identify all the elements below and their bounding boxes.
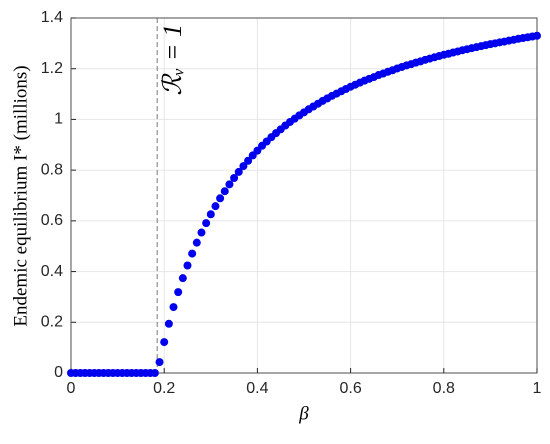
- y-tick-label: 1: [54, 111, 63, 128]
- point: [234, 167, 243, 176]
- x-tick-label: 1: [533, 380, 542, 397]
- point: [202, 219, 211, 228]
- point: [239, 162, 248, 171]
- x-tick-label: 0.4: [246, 380, 268, 397]
- y-tick-label: 0.2: [41, 314, 63, 331]
- y-tick-label: 0: [54, 364, 63, 381]
- x-tick-label: 0: [67, 380, 76, 397]
- point: [160, 338, 169, 347]
- x-tick-label: 0.2: [153, 380, 175, 397]
- point: [188, 249, 197, 258]
- x-axis-label: β: [298, 403, 309, 424]
- point: [178, 274, 187, 283]
- point: [150, 369, 159, 377]
- y-axis-label: Endemic equilibrium I* (millions): [10, 65, 31, 326]
- point: [192, 238, 201, 247]
- point: [533, 31, 541, 40]
- x-tick-label: 0.6: [339, 380, 361, 397]
- point: [169, 303, 178, 312]
- point: [206, 210, 215, 219]
- point: [155, 358, 164, 367]
- point: [197, 228, 206, 237]
- point: [183, 261, 192, 270]
- point: [244, 156, 253, 165]
- x-tick-label: 0.8: [433, 380, 455, 397]
- y-tick-label: 1.2: [41, 60, 63, 77]
- point: [216, 194, 225, 203]
- y-tick-label: 1.4: [41, 9, 63, 26]
- point: [230, 174, 239, 183]
- point: [220, 187, 229, 196]
- y-tick-label: 0.6: [41, 212, 63, 229]
- y-tick-label: 0.4: [41, 263, 63, 280]
- point: [225, 180, 234, 189]
- point: [211, 202, 220, 211]
- y-tick-label: 0.8: [41, 161, 63, 178]
- threshold-label: ℛᵥ = 1: [158, 24, 187, 96]
- point: [174, 288, 183, 297]
- point: [164, 319, 173, 328]
- plot-frame: [70, 17, 538, 374]
